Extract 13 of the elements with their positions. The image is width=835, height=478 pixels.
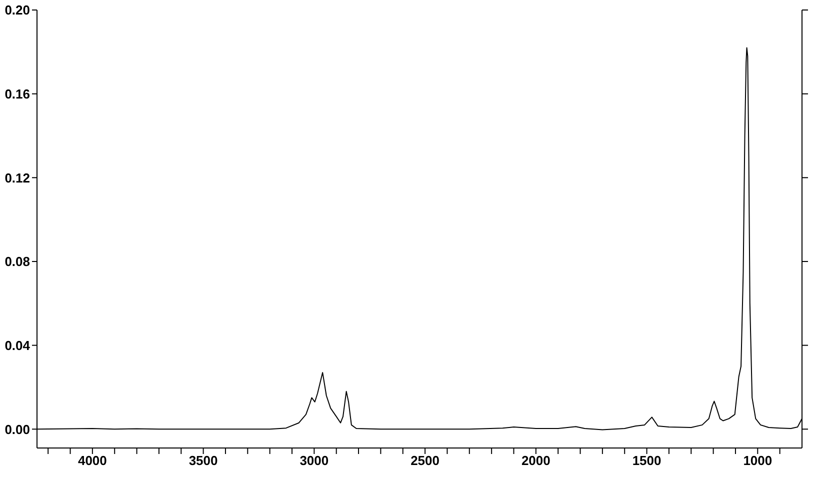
- y-tick-label: 0.16: [4, 86, 30, 102]
- x-tick-label: 1500: [632, 453, 662, 468]
- x-tick-label: 2500: [410, 453, 440, 468]
- x-tick-label: 1000: [743, 453, 772, 468]
- y-tick-label: 0.00: [4, 422, 30, 437]
- x-tick-label: 4000: [78, 453, 107, 468]
- y-tick-label: 0.12: [4, 170, 30, 186]
- x-tick-label: 3500: [188, 453, 218, 468]
- y-tick-label: 0.08: [4, 254, 30, 270]
- y-tick-label: 0.20: [4, 2, 30, 18]
- x-tick-label: 2000: [521, 453, 550, 468]
- y-tick-label: 0.04: [4, 338, 31, 353]
- x-tick-label: 3000: [300, 453, 329, 468]
